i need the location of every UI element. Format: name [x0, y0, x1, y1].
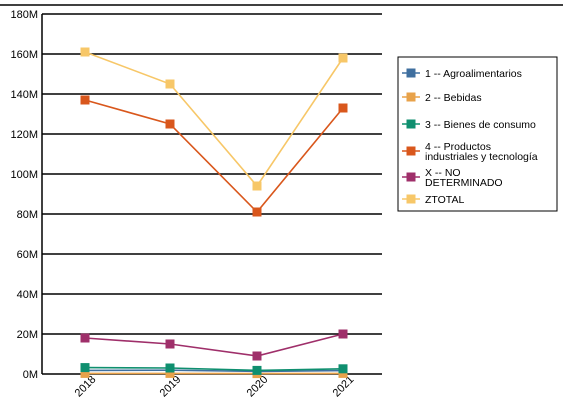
- data-point: [252, 207, 262, 217]
- legend-label-line: industriales y tecnología: [425, 151, 538, 163]
- series-line: [84, 369, 344, 373]
- data-point: [80, 95, 90, 105]
- data-point: [165, 79, 175, 89]
- series-line: [84, 333, 344, 357]
- legend-label: 4 -- Productos industriales y tecnología: [425, 141, 538, 163]
- data-point: [165, 368, 175, 378]
- data-point: [338, 103, 348, 113]
- data-point: [80, 363, 90, 373]
- data-point: [165, 119, 175, 129]
- data-point: [80, 47, 90, 57]
- data-point: [80, 333, 90, 343]
- legend-label-line: X -- NO: [425, 167, 461, 179]
- legend-swatch-marker: [406, 172, 416, 182]
- legend-swatch-marker: [406, 92, 416, 102]
- legend-label-line: 1 -- Agroalimentarios: [425, 68, 522, 80]
- legend-label-line: ZTOTAL: [425, 194, 464, 206]
- legend-label: X -- NO DETERMINADO: [425, 167, 503, 189]
- y-tick-label: 0M: [23, 369, 38, 381]
- data-point: [338, 368, 348, 378]
- legend-label-line: 2 -- Bebidas: [425, 92, 482, 104]
- legend-swatch-marker: [406, 146, 416, 156]
- y-tick-label: 20M: [17, 329, 38, 341]
- data-point: [80, 368, 90, 378]
- data-point: [165, 363, 175, 373]
- legend-label: 3 -- Bienes de consumo: [425, 119, 536, 131]
- data-point: [165, 339, 175, 349]
- legend-label: 2 -- Bebidas: [425, 92, 482, 104]
- legend-swatch-marker: [406, 119, 416, 129]
- legend-box: [397, 56, 558, 212]
- y-tick-label: 100M: [10, 169, 38, 181]
- y-tick-label: 80M: [17, 209, 38, 221]
- data-point: [338, 364, 348, 374]
- y-tick-label: 120M: [10, 129, 38, 141]
- series-line: [84, 366, 344, 372]
- y-tick-label: 160M: [10, 49, 38, 61]
- data-point: [338, 329, 348, 339]
- legend-label: 1 -- Agroalimentarios: [425, 68, 522, 80]
- data-point: [252, 351, 262, 361]
- legend-swatch-marker: [406, 194, 416, 204]
- y-tick-label: 140M: [10, 89, 38, 101]
- legend-swatch-marker: [406, 68, 416, 78]
- legend-label: ZTOTAL: [425, 194, 464, 206]
- plot-area: [42, 14, 382, 374]
- series-line: [84, 51, 344, 188]
- y-tick-label: 60M: [17, 249, 38, 261]
- data-point: [252, 181, 262, 191]
- series-line: [84, 99, 344, 214]
- legend-label-line: 3 -- Bienes de consumo: [425, 119, 536, 131]
- data-point: [338, 53, 348, 63]
- legend-label-line: DETERMINADO: [425, 177, 503, 189]
- data-point: [252, 365, 262, 375]
- y-tick-label: 40M: [17, 289, 38, 301]
- y-tick-label: 180M: [10, 9, 38, 21]
- legend-label-line: 4 -- Productos: [425, 141, 491, 153]
